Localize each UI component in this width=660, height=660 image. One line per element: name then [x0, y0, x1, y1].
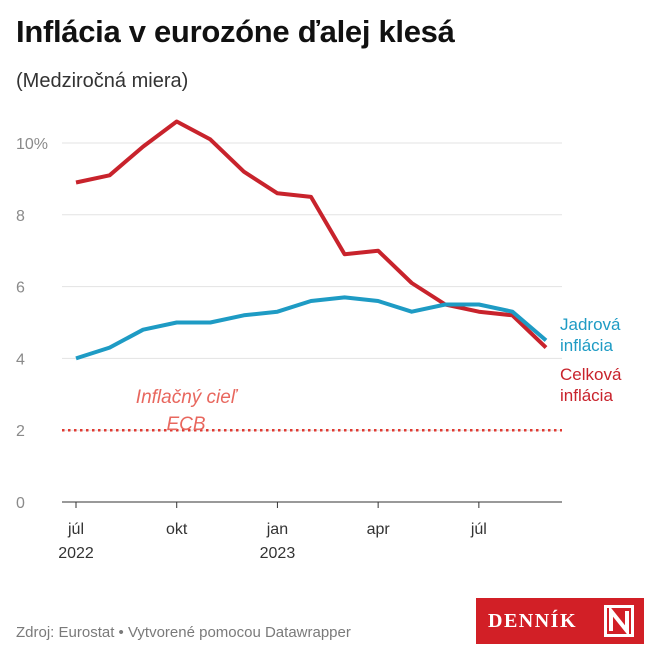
series-lines [75, 119, 548, 361]
x-tick-label: okt [166, 521, 188, 538]
y-tick-label: 0 [16, 495, 25, 512]
logo-text: DENNÍK [488, 609, 578, 632]
inflation-target-label-ecb: ECB [166, 414, 205, 435]
core-inflation-label-line2: inflácia [560, 336, 613, 355]
core-inflation-label: Jadrová [560, 315, 621, 334]
x-tick-label: júl [67, 521, 84, 538]
y-tick-label: 4 [16, 351, 25, 368]
line-chart: 0 2 4 6 8 10% júl 2022 okt jan 2023 apr júl Inflačn… [16, 119, 622, 562]
chart-title: Inflácia v eurozóne ďalej klesá [16, 14, 455, 49]
x-tick-year-label: 2022 [58, 545, 94, 562]
source-footer: Zdroj: Eurostat • Vytvorené pomocou Data… [16, 624, 351, 641]
core-inflation-line [75, 295, 548, 361]
inflation-target-label: Inflačný cieľ [136, 387, 239, 408]
y-tick-label: 8 [16, 208, 25, 225]
headline-inflation-line [75, 119, 548, 350]
dennik-n-logo: DENNÍK [476, 598, 644, 644]
headline-inflation-label-line2: inflácia [560, 386, 613, 405]
series-labels: Jadrová inflácia Celková inflácia [560, 315, 622, 405]
headline-inflation-label: Celková [560, 365, 622, 384]
x-tick-label: apr [367, 521, 391, 538]
y-tick-label: 2 [16, 423, 25, 440]
x-axis: júl 2022 okt jan 2023 apr júl [58, 502, 487, 562]
logo-n-glyph [609, 605, 629, 637]
x-tick-year-label: 2023 [260, 545, 296, 562]
x-tick-label: júl [470, 521, 487, 538]
reference-line-group: Inflačný cieľ ECB [62, 387, 562, 435]
y-axis: 0 2 4 6 8 10% [16, 136, 48, 512]
chart-subtitle: (Medziročná miera) [16, 70, 189, 92]
y-tick-label: 6 [16, 280, 25, 297]
x-tick-label: jan [266, 521, 288, 538]
y-tick-label: 10% [16, 136, 48, 153]
logo-n-mark [604, 605, 634, 637]
